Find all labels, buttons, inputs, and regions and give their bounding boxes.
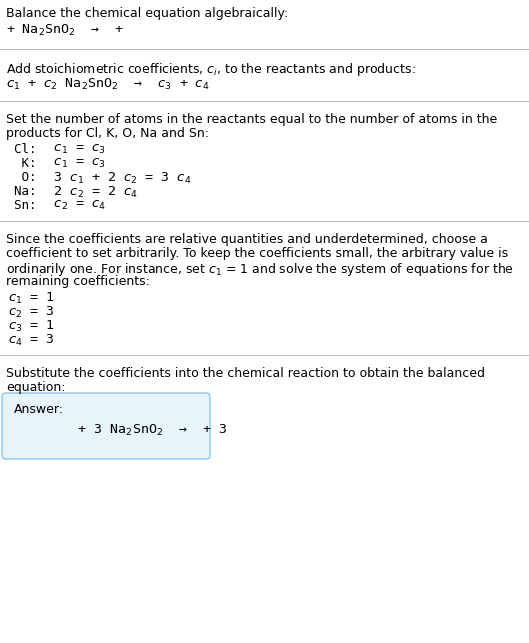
Text: Substitute the coefficients into the chemical reaction to obtain the balanced: Substitute the coefficients into the che… bbox=[6, 367, 485, 380]
Text: $c_1$ = 1: $c_1$ = 1 bbox=[8, 291, 54, 306]
Text: ordinarily one. For instance, set $c_1$ = 1 and solve the system of equations fo: ordinarily one. For instance, set $c_1$ … bbox=[6, 261, 514, 278]
Text: equation:: equation: bbox=[6, 381, 66, 394]
Text: + 3 Na$_2$SnO$_2$  →  + 3: + 3 Na$_2$SnO$_2$ → + 3 bbox=[14, 423, 227, 438]
Text: $c_3$ = 1: $c_3$ = 1 bbox=[8, 319, 54, 334]
Text: products for Cl, K, O, Na and Sn:: products for Cl, K, O, Na and Sn: bbox=[6, 127, 209, 140]
Text: Sn:: Sn: bbox=[14, 199, 44, 212]
Text: $c_1$ = $c_3$: $c_1$ = $c_3$ bbox=[46, 157, 106, 170]
Text: + Na$_2$SnO$_2$  →  +: + Na$_2$SnO$_2$ → + bbox=[6, 23, 124, 38]
Text: Add stoichiometric coefficients, $c_i$, to the reactants and products:: Add stoichiometric coefficients, $c_i$, … bbox=[6, 61, 416, 78]
Text: O:: O: bbox=[14, 171, 44, 184]
Text: Na:: Na: bbox=[14, 185, 44, 198]
Text: 2 $c_2$ = 2 $c_4$: 2 $c_2$ = 2 $c_4$ bbox=[46, 185, 138, 200]
Text: remaining coefficients:: remaining coefficients: bbox=[6, 275, 150, 288]
Text: $c_2$ = 3: $c_2$ = 3 bbox=[8, 305, 54, 320]
Text: $c_1$ + $c_2$ Na$_2$SnO$_2$  →  $c_3$ + $c_4$: $c_1$ + $c_2$ Na$_2$SnO$_2$ → $c_3$ + $c… bbox=[6, 77, 209, 92]
Text: Answer:: Answer: bbox=[14, 403, 64, 416]
Text: $c_2$ = $c_4$: $c_2$ = $c_4$ bbox=[46, 199, 106, 212]
Text: Set the number of atoms in the reactants equal to the number of atoms in the: Set the number of atoms in the reactants… bbox=[6, 113, 497, 126]
Text: $c_1$ = $c_3$: $c_1$ = $c_3$ bbox=[46, 143, 106, 156]
Text: 3 $c_1$ + 2 $c_2$ = 3 $c_4$: 3 $c_1$ + 2 $c_2$ = 3 $c_4$ bbox=[46, 171, 191, 186]
Text: coefficient to set arbitrarily. To keep the coefficients small, the arbitrary va: coefficient to set arbitrarily. To keep … bbox=[6, 247, 508, 260]
FancyBboxPatch shape bbox=[2, 393, 210, 459]
Text: Since the coefficients are relative quantities and underdetermined, choose a: Since the coefficients are relative quan… bbox=[6, 233, 488, 246]
Text: Balance the chemical equation algebraically:: Balance the chemical equation algebraica… bbox=[6, 7, 288, 20]
Text: Cl:: Cl: bbox=[14, 143, 44, 156]
Text: $c_4$ = 3: $c_4$ = 3 bbox=[8, 333, 54, 348]
Text: K:: K: bbox=[14, 157, 44, 170]
